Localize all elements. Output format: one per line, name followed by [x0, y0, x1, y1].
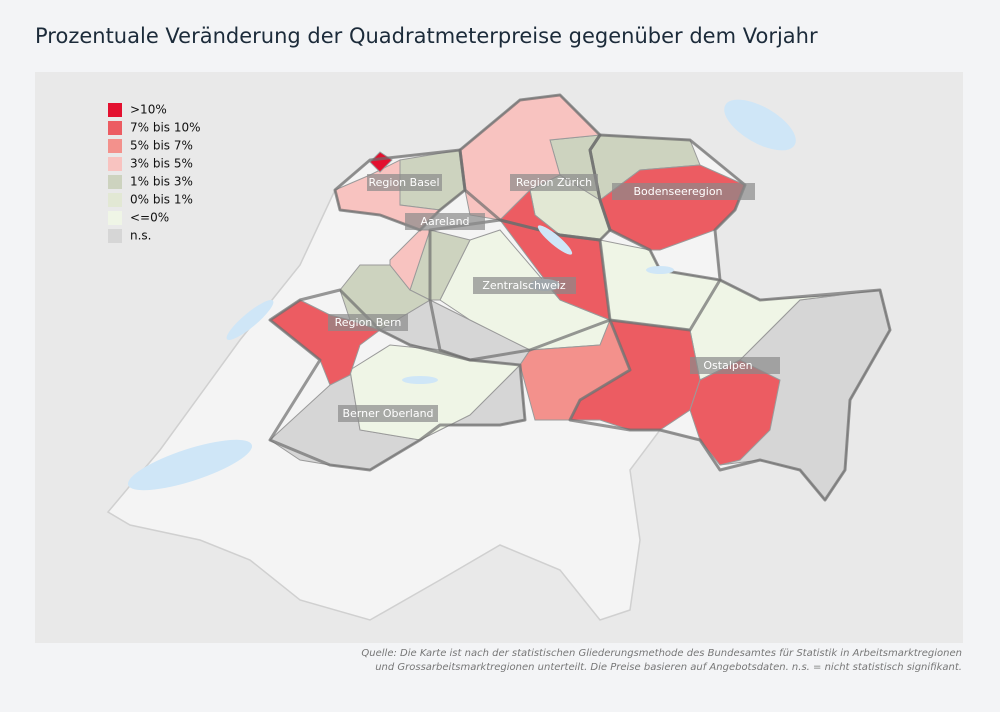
legend-swatch [108, 211, 122, 225]
legend-label: <=0% [130, 211, 169, 225]
region-label: Berner Oberland [338, 405, 438, 422]
legend-swatch [108, 229, 122, 243]
svg-text:Aareland: Aareland [420, 215, 469, 228]
legend-swatch [108, 103, 122, 117]
region-label: Aareland [405, 213, 485, 230]
region-label: Ostalpen [690, 357, 780, 374]
svg-text:Bodenseeregion: Bodenseeregion [633, 185, 722, 198]
legend-label: >10% [130, 103, 167, 117]
region-border [568, 278, 892, 502]
lake [226, 299, 274, 341]
region-label: Bodenseeregion [612, 183, 755, 200]
lake [646, 266, 674, 274]
legend-swatch [108, 121, 122, 135]
source-note: Quelle: Die Karte ist nach der statistis… [361, 648, 962, 659]
legend-swatch [108, 193, 122, 207]
svg-text:Region Zürich: Region Zürich [516, 176, 592, 189]
lake [127, 439, 253, 491]
lake [724, 99, 796, 151]
lake [537, 225, 573, 255]
source-note: und Grossarbeitsmarktregionen unterteilt… [375, 662, 962, 673]
map [106, 93, 892, 621]
region-label: Region Bern [328, 314, 408, 331]
region-label: Region Zürich [510, 174, 598, 191]
region-label: Region Basel [367, 174, 442, 191]
legend-label: 7% bis 10% [130, 121, 201, 135]
svg-text:Region Basel: Region Basel [369, 176, 440, 189]
svg-text:Ostalpen: Ostalpen [703, 359, 752, 372]
legend-label: 1% bis 3% [130, 175, 193, 189]
svg-text:Zentralschweiz: Zentralschweiz [482, 279, 565, 292]
lake [402, 376, 438, 384]
legend-swatch [108, 139, 122, 153]
svg-text:Region Bern: Region Bern [335, 316, 402, 329]
legend-label: 0% bis 1% [130, 193, 193, 207]
legend-label: 5% bis 7% [130, 139, 193, 153]
legend-swatch [108, 157, 122, 171]
svg-text:Berner Oberland: Berner Oberland [342, 407, 433, 420]
region-border [268, 288, 527, 472]
legend-swatch [108, 175, 122, 189]
region-label: Zentralschweiz [473, 277, 576, 294]
legend-label: 3% bis 5% [130, 157, 193, 171]
region-border [588, 133, 747, 282]
legend: >10% 7% bis 10% 5% bis 7% 3% bis 5% 1% bis 3… [108, 103, 201, 243]
region-border [428, 218, 612, 362]
title: Prozentuale Veränderung der Quadratmeter… [35, 24, 818, 48]
region-border [333, 148, 467, 232]
legend-label: n.s. [130, 229, 152, 243]
